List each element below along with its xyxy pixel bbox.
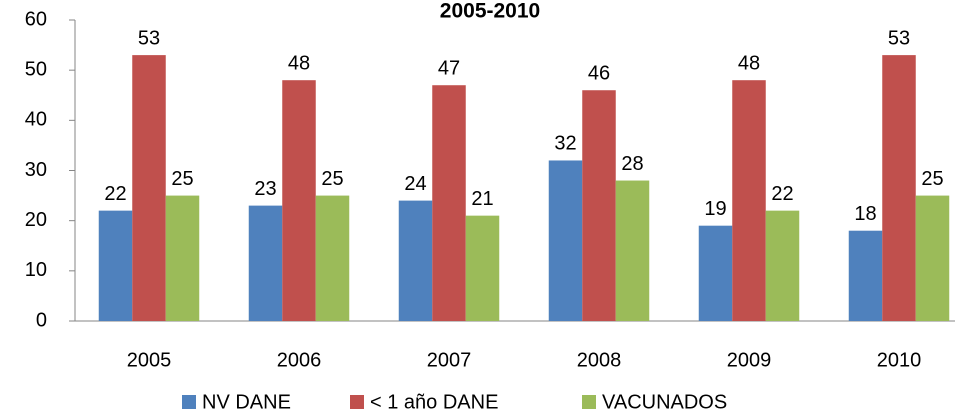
- data-label: 25: [321, 168, 343, 190]
- bar: [315, 195, 350, 321]
- x-tick-label: 2008: [577, 349, 622, 371]
- y-tick-label: 40: [25, 109, 47, 131]
- data-label: 53: [888, 27, 910, 49]
- data-label: 32: [554, 133, 576, 155]
- legend-swatch: [350, 395, 364, 409]
- bar: [915, 195, 950, 321]
- data-label: 47: [438, 57, 460, 79]
- bar: [98, 210, 133, 321]
- data-label: 25: [171, 168, 193, 190]
- chart-title: 2005-2010: [440, 0, 540, 23]
- y-tick-label: 30: [25, 159, 47, 181]
- legend-swatch: [582, 395, 596, 409]
- y-tick-label: 50: [25, 58, 47, 80]
- data-label: 24: [404, 173, 426, 195]
- data-label: 48: [738, 52, 760, 74]
- x-tick-label: 2005: [127, 349, 172, 371]
- bar: [282, 80, 316, 321]
- data-label: 19: [704, 198, 726, 220]
- data-label: 25: [921, 168, 943, 190]
- legend-label: VACUNADOS: [602, 391, 727, 411]
- bar: [615, 180, 650, 321]
- legend-swatch: [182, 395, 196, 409]
- y-tick-label: 20: [25, 209, 47, 231]
- data-label: 22: [104, 183, 126, 205]
- bar: [848, 230, 883, 321]
- bar: [132, 55, 166, 321]
- data-label: 46: [588, 63, 610, 85]
- data-label: 48: [288, 52, 310, 74]
- bar: [432, 85, 466, 321]
- y-tick-label: 0: [36, 309, 47, 331]
- data-label: 21: [471, 188, 493, 210]
- data-label: 28: [621, 153, 643, 175]
- legend-label: < 1 año DANE: [370, 391, 498, 411]
- bar: [548, 160, 583, 321]
- bar: [765, 210, 800, 321]
- bar: [698, 225, 733, 321]
- bar: [398, 200, 433, 321]
- x-tick-label: 2006: [277, 349, 322, 371]
- x-tick-label: 2007: [427, 349, 472, 371]
- data-label: 53: [138, 27, 160, 49]
- legend-label: NV DANE: [202, 391, 291, 411]
- data-label: 18: [854, 203, 876, 225]
- bar: [165, 195, 200, 321]
- bar: [248, 205, 283, 321]
- bar: [732, 80, 766, 321]
- data-label: 22: [771, 183, 793, 205]
- bar: [582, 90, 616, 321]
- x-tick-label: 2010: [877, 349, 922, 371]
- y-tick-label: 10: [25, 259, 47, 281]
- x-tick-label: 2009: [727, 349, 772, 371]
- data-label: 23: [254, 178, 276, 200]
- y-tick-label: 60: [25, 8, 47, 30]
- bar: [882, 55, 916, 321]
- bar: [465, 215, 500, 321]
